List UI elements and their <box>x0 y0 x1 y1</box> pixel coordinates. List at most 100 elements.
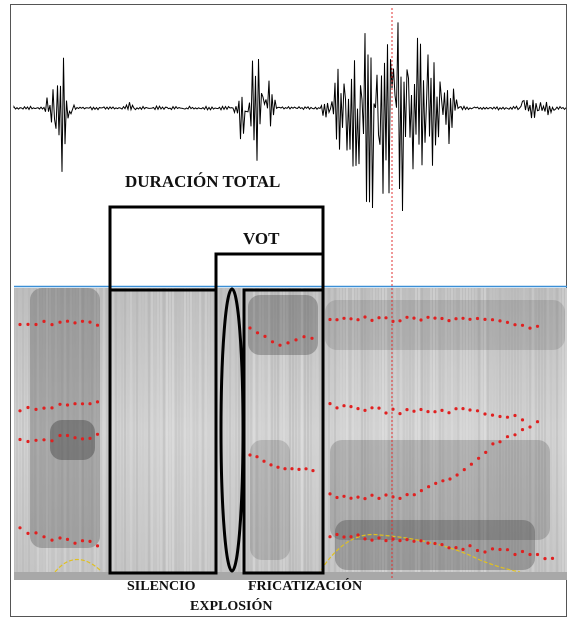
formant-dot <box>65 537 70 542</box>
formant-dot <box>426 410 430 414</box>
formant-dot <box>483 412 487 416</box>
formant-dot <box>26 405 30 410</box>
formant-dot <box>447 546 451 550</box>
formant-dot <box>490 547 495 551</box>
formant-dot <box>426 541 430 545</box>
formant-dot <box>88 436 92 440</box>
waveform-trace <box>13 22 567 212</box>
formant-dot <box>398 496 402 500</box>
formant-dot <box>419 407 423 412</box>
formant-dot <box>363 497 367 501</box>
formant-dot <box>363 537 367 541</box>
formant-dot <box>80 437 85 441</box>
formant-dot <box>377 316 381 320</box>
formant-dot <box>370 318 374 322</box>
formant-dot <box>498 547 502 552</box>
spectrogram-dark-region <box>248 295 318 355</box>
formant-dot <box>440 408 444 412</box>
formant-dot <box>405 538 409 542</box>
spectrogram-dark-region <box>50 420 95 460</box>
formant-dot <box>528 326 532 330</box>
formant-dot <box>58 536 62 540</box>
formant-dot <box>433 410 437 414</box>
formant-dot <box>34 531 38 535</box>
formant-dot <box>447 319 451 323</box>
formant-dot <box>491 442 495 446</box>
formant-dot <box>42 406 46 410</box>
formant-dot <box>454 546 458 550</box>
formant-dot <box>18 409 22 413</box>
formant-dot <box>513 552 517 557</box>
formant-dot <box>412 539 416 543</box>
formant-dot <box>335 406 339 410</box>
formant-dot <box>65 403 70 407</box>
formant-dot <box>356 318 360 322</box>
formant-dot <box>80 539 85 543</box>
formant-dot <box>535 552 540 557</box>
formant-dot <box>349 317 353 321</box>
formant-dot <box>304 467 308 471</box>
formant-dot <box>297 467 301 471</box>
formant-dot <box>311 469 315 473</box>
formant-dot <box>58 433 62 438</box>
formant-dot <box>505 435 510 439</box>
formant-dot <box>405 493 409 497</box>
spectrogram-dark-region <box>250 440 290 560</box>
formant-dot <box>412 316 416 320</box>
formant-dot <box>412 493 416 497</box>
formant-dot <box>328 492 332 496</box>
formant-dot <box>505 415 510 419</box>
formant-dot <box>349 496 353 500</box>
formant-dot <box>18 526 22 530</box>
formant-dot <box>58 402 62 406</box>
formant-dot <box>50 323 54 327</box>
formant-dot <box>543 557 547 561</box>
formant-dot <box>440 316 444 321</box>
formant-dot <box>535 420 540 424</box>
formant-dot <box>18 437 22 442</box>
formant-dot <box>50 538 54 542</box>
formant-dot <box>34 438 38 442</box>
formant-dot <box>42 535 46 539</box>
formant-dot <box>513 323 517 327</box>
formant-dot <box>65 433 70 438</box>
formant-dot <box>262 459 266 463</box>
formant-dot <box>34 322 38 327</box>
label-vot: VOT <box>243 229 280 248</box>
formant-dot <box>50 439 54 443</box>
formant-dot <box>276 465 280 469</box>
formant-dot <box>384 316 388 320</box>
formant-dot <box>520 418 525 422</box>
spectrogram-bottom-bar <box>14 572 567 580</box>
formant-dot <box>377 496 381 500</box>
formant-dot <box>370 538 374 542</box>
silencio-box <box>108 288 218 575</box>
formant-dot <box>384 411 388 415</box>
formant-dot <box>263 334 267 338</box>
vot-bracket <box>214 252 325 290</box>
formant-dot <box>461 316 465 320</box>
formant-dot <box>405 315 409 319</box>
formant-dot <box>73 541 77 545</box>
formant-dot <box>384 493 388 497</box>
formant-dot <box>528 425 532 429</box>
formant-dot <box>377 406 381 410</box>
formant-dot <box>462 468 466 472</box>
formant-dot <box>468 408 472 412</box>
formant-dot <box>520 323 525 327</box>
formant-dot <box>398 319 402 323</box>
formant-dot <box>335 495 339 500</box>
formant-dot <box>490 318 495 322</box>
formant-dot <box>248 453 252 457</box>
formant-dot <box>363 315 367 319</box>
formant-dot <box>398 412 402 416</box>
formant-dot <box>370 406 374 410</box>
formant-dot <box>461 547 465 552</box>
formant-dot <box>356 407 360 411</box>
formant-dot <box>80 319 85 323</box>
formant-dot <box>513 433 517 437</box>
formant-dot <box>270 340 275 344</box>
formant-dot <box>255 331 260 335</box>
formant-dot <box>384 539 388 543</box>
